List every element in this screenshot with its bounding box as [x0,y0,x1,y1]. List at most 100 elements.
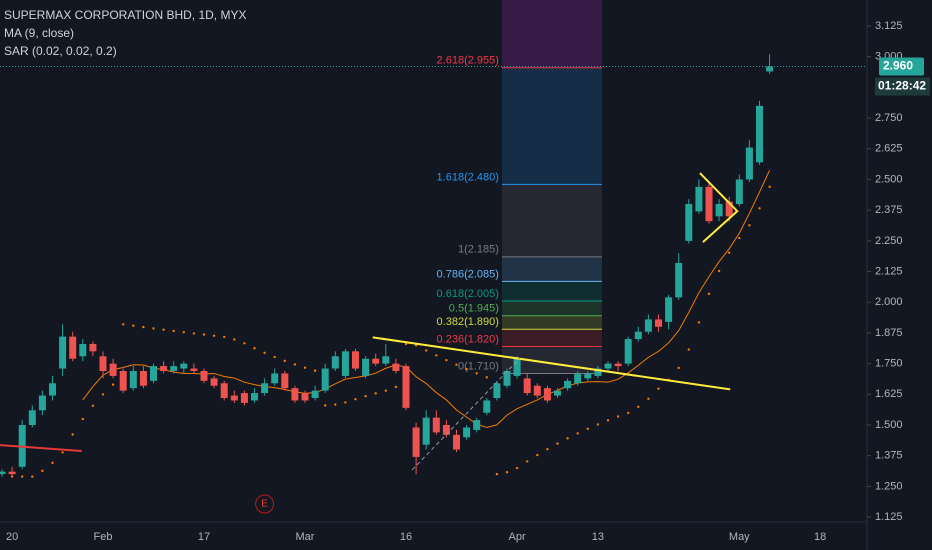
sar-dot [374,392,377,395]
candle-body [240,393,248,403]
candle-body [89,343,97,352]
candle-body [352,351,359,369]
y-tick-label: 2.000 [875,296,903,308]
candle-body [463,427,471,438]
fib-label: 0.5(1.945) [449,303,499,315]
sar-dot [122,323,125,326]
trend-line [372,336,731,391]
sar-dot [707,292,711,296]
candle-body [665,297,673,322]
candle-body [382,356,390,364]
candle-body [301,393,309,401]
candle-body [392,363,400,371]
candle-body [655,319,662,327]
sar-dot [384,389,387,392]
sar-dot [586,427,589,430]
fib-band [501,329,602,347]
candle-body [321,368,329,391]
countdown-box [875,77,930,96]
sar-dot [536,453,539,457]
fib-label: 0(1.710) [458,360,499,372]
y-tick-label: 2.500 [875,173,903,185]
candle-body [341,351,349,376]
sar-dot [687,348,690,351]
candle-body [624,339,632,364]
candle-body [715,204,723,217]
sar-dot [445,358,448,362]
sar-dot [273,355,276,359]
sar-dot [303,366,307,369]
candle-body [422,417,430,445]
sar-dot [505,471,509,474]
candle-body [594,368,602,376]
fib-label: 1.618(2.480) [437,171,499,183]
candle-body [543,388,551,401]
candle-body [574,373,582,384]
sar-dot [142,325,145,329]
candle-body [675,262,683,298]
x-tick-label: Mar [296,531,315,543]
candle-body [38,395,46,411]
candle-body [59,336,67,369]
candle-body [402,366,410,408]
candle-body [331,356,339,369]
sar-dot [697,321,701,324]
sar-dot [21,475,24,478]
candle-body [513,358,521,376]
candle-body [28,410,36,426]
sar-dot [111,383,115,386]
y-tick-label: 1.375 [875,450,903,462]
sar-dot [627,411,630,415]
sar-dot [132,324,135,327]
candle-body [685,204,693,241]
candle-body [362,358,370,376]
sar-dot [152,327,155,330]
earnings-marker [255,494,275,514]
sar-dot [647,397,650,400]
candle-body [8,471,16,475]
y-tick-label: 2.125 [875,265,903,277]
candle-body [644,319,652,332]
fib-label: 2.618(2.955) [437,55,499,67]
sar-dot [728,251,731,254]
candle-body [483,400,491,413]
candle-body [473,420,481,430]
candle-body [442,425,450,435]
candle-body [412,427,420,457]
candle-body [735,179,743,205]
sar-dot [758,207,761,210]
sar-dot [31,475,34,478]
candle-body [281,373,289,389]
sar-dot [515,466,519,470]
candle-body [291,388,299,401]
x-tick-label: 20 [6,531,18,543]
sar-dot [425,349,428,352]
fib-band [501,281,602,302]
sar-dot [233,338,236,341]
sar-dot [475,372,478,375]
candle-body [99,356,107,371]
sar-dot [657,387,660,390]
candle-body [533,385,541,396]
sar-dot [293,363,297,366]
sar-dot [596,423,600,426]
x-tick-label: Feb [94,531,113,543]
sar-dot [101,393,105,396]
sar-dot [334,403,337,406]
y-tick-label: 2.250 [875,235,903,247]
sar-dot [212,334,216,337]
fib-band [501,184,602,257]
sar-dot [748,224,751,227]
candle-body [190,368,198,371]
candle-body [230,395,238,401]
fib-label: 0.382(1.890) [437,316,499,328]
candle-body [129,370,137,389]
sar-dot [172,329,175,333]
candle-body [49,383,56,396]
fib-band [501,0,602,68]
candle-body [634,331,642,340]
sar-dot [243,342,246,345]
sar-dot [192,332,196,335]
sar-dot [253,347,256,350]
